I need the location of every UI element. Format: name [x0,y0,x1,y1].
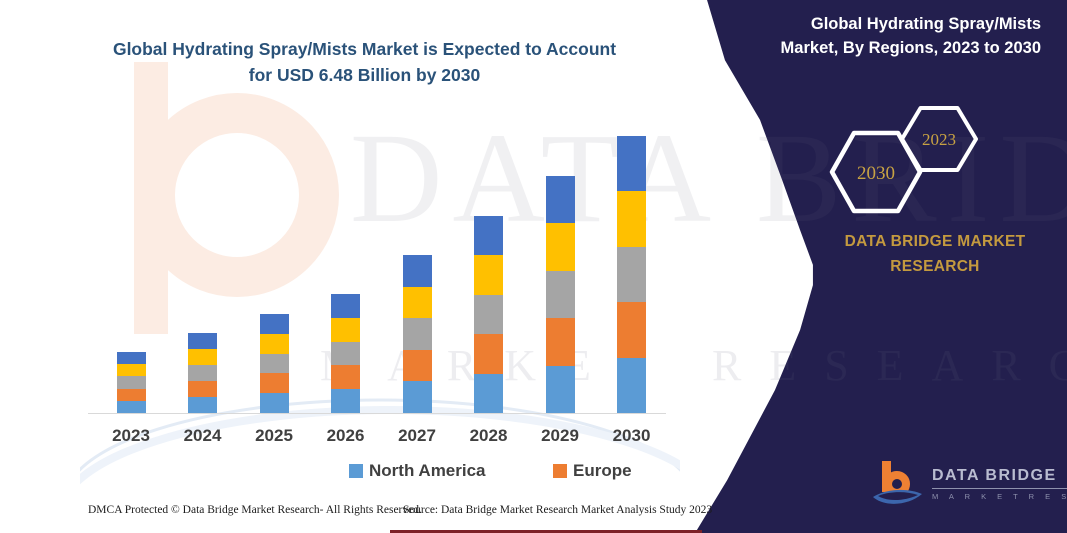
chart-title: Global Hydrating Spray/Mists Market is E… [92,36,637,89]
bar-2023 [116,352,146,413]
bar-segment-2023-north-america [116,400,146,413]
legend-label-europe: Europe [573,461,632,480]
bar-segment-2029-europe [545,318,575,366]
legend-label-north-america: North America [369,461,486,480]
legend-swatch-europe [553,464,567,478]
bar-segment-2024-unlabeled-gray [188,365,217,381]
bar-segment-2028-unlabeled-darkblue [474,216,503,256]
legend-item-north-america: North America [349,461,486,481]
x-axis-line [88,413,666,414]
bar-2028 [474,216,503,413]
dbmr-logo-text: DATA BRIDGE M A R K E T R E S E A R C H [932,467,1067,501]
bar-segment-2025-unlabeled-darkblue [259,314,289,334]
dbmr-logo: DATA BRIDGE M A R K E T R E S E A R C H [872,458,1067,510]
bar-segment-2023-europe [116,388,146,401]
bar-segment-2029-unlabeled-darkblue [545,176,575,224]
bar-segment-2025-europe [259,373,289,394]
panel-heading-line1: Global Hydrating Spray/Mists [810,15,1041,33]
bar-2027 [402,255,432,413]
hexagon-2023 [900,106,978,172]
bar-segment-2026-north-america [331,389,360,413]
dbmr-logo-subtitle: M A R K E T R E S E A R C H [932,492,1067,501]
bar-segment-2024-unlabeled-yellow [188,349,217,365]
bar-segment-2026-unlabeled-yellow [331,317,360,342]
chart-title-line1: Global Hydrating Spray/Mists Market is E… [112,39,617,59]
bar-segment-2026-unlabeled-gray [331,341,360,366]
x-axis-label-2024: 2024 [183,426,222,445]
legend-swatch-north-america [349,464,363,478]
bar-segment-2030-unlabeled-yellow [617,191,646,247]
bar-segment-2027-unlabeled-gray [402,318,432,350]
bar-2024 [188,333,217,413]
bar-segment-2024-unlabeled-darkblue [188,333,217,349]
bar-segment-2028-europe [474,334,503,374]
brand-text-line2: RESEARCH [890,257,980,275]
dbmr-logo-name: DATA BRIDGE [932,467,1067,489]
year-hexagons: 2030 2023 [829,106,978,214]
dbmr-logo-icon [873,461,922,504]
bar-2025 [259,314,289,413]
panel-heading: Global Hydrating Spray/Mists Market, By … [751,13,1041,61]
bar-segment-2029-north-america [545,365,575,413]
footer-dmca: DMCA Protected © Data Bridge Market Rese… [88,504,422,516]
bar-segment-2029-unlabeled-gray [545,270,575,319]
bar-2029 [545,176,575,413]
x-axis-label-2028: 2028 [469,426,508,445]
x-axis-label-2027: 2027 [398,426,436,445]
bar-segment-2030-europe [617,302,646,358]
bar-segment-2023-unlabeled-yellow [116,364,146,377]
bar-segment-2028-unlabeled-gray [474,294,503,335]
hexagon-2030 [829,130,923,214]
bar-segment-2028-unlabeled-yellow [474,255,503,295]
bar-segment-2027-europe [402,349,432,382]
hexagon-2023-label: 2023 [922,130,956,149]
bar-segment-2025-unlabeled-yellow [259,333,289,354]
x-axis-label-2029: 2029 [541,426,579,445]
bar-segment-2024-europe [188,381,217,397]
bar-segment-2027-unlabeled-darkblue [402,255,432,287]
bar-2030 [617,136,646,413]
bar-segment-2028-north-america [474,373,503,413]
bar-segment-2023-unlabeled-gray [116,376,146,389]
bar-2026 [331,294,360,413]
bar-segment-2025-north-america [259,393,289,413]
brand-text-line1: DATA BRIDGE MARKET [844,233,1026,250]
chart-title-line2: for USD 6.48 Billion by 2030 [248,65,481,86]
bottom-accent-line [390,530,702,533]
bar-segment-2030-north-america [617,357,646,413]
bar-segment-2026-europe [331,365,360,390]
x-axis-label-2025: 2025 [255,426,293,445]
bar-segment-2029-unlabeled-yellow [545,223,575,271]
footer-source: Source: Data Bridge Market Research Mark… [403,504,713,516]
bar-segment-2030-unlabeled-darkblue [617,136,646,192]
x-axis-label-2030: 2030 [612,426,651,445]
bar-segment-2030-unlabeled-gray [617,246,646,303]
bar-segment-2025-unlabeled-gray [259,353,289,374]
bar-segment-2027-unlabeled-yellow [402,286,432,319]
bar-segment-2024-north-america [188,397,217,413]
bar-segment-2027-north-america [402,381,432,413]
x-axis-label-2026: 2026 [326,426,365,445]
brand-text: DATA BRIDGE MARKET RESEARCH [825,230,1045,280]
x-axis-label-2023: 2023 [112,426,150,445]
hexagon-2030-label: 2030 [857,163,895,184]
bar-segment-2026-unlabeled-darkblue [331,294,360,318]
panel-heading-line2: Market, By Regions, 2023 to 2030 [780,38,1041,57]
bar-segment-2023-unlabeled-darkblue [116,352,146,365]
legend-item-europe: Europe [553,461,632,481]
